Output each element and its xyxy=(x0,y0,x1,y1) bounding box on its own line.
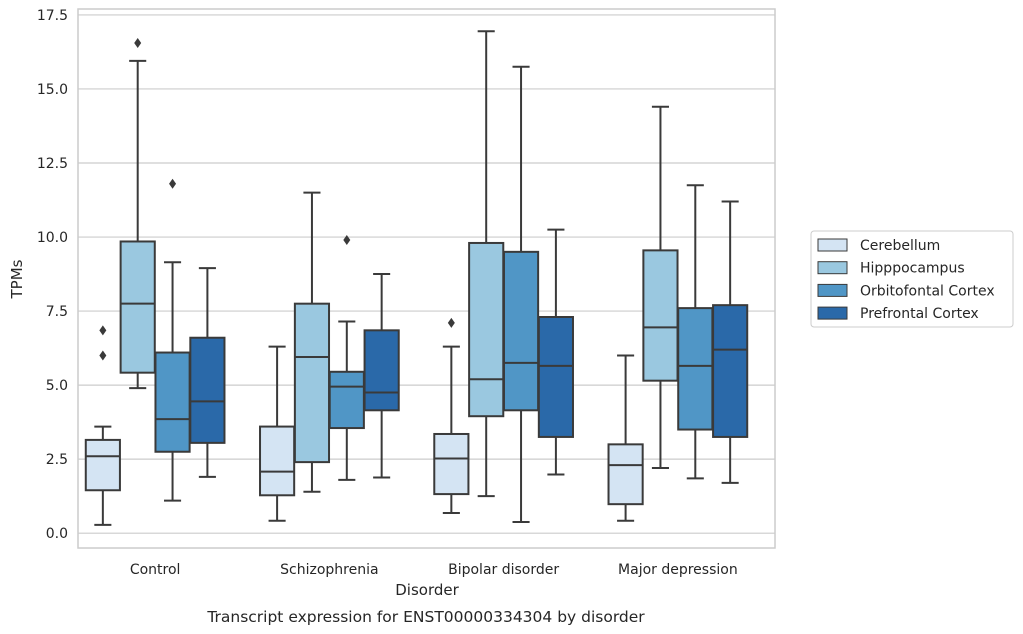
box-iqr xyxy=(84,438,121,492)
box-iqr xyxy=(537,316,574,438)
legend-swatch xyxy=(817,261,848,275)
y-tick-labels: 0.0 2.5 5.0 7.5 10.0 12.5 15.0 17.5 xyxy=(37,8,68,542)
box-iqr xyxy=(259,425,296,497)
box-iqr xyxy=(189,336,226,444)
box-1-0 xyxy=(119,38,156,390)
outlier-point xyxy=(169,178,177,189)
box-2-0 xyxy=(154,178,191,502)
box-3-0 xyxy=(189,267,226,478)
y-tick-label: 15.0 xyxy=(37,82,68,98)
outlier-point xyxy=(134,38,142,49)
box-3-2 xyxy=(537,228,574,476)
outlier-point xyxy=(343,235,351,245)
box-3-3 xyxy=(712,200,749,484)
box-0-1 xyxy=(259,345,296,522)
legend-label: Cerebellum xyxy=(860,238,940,254)
x-tick-label: Bipolar disorder xyxy=(448,562,559,578)
y-axis-label: TPMs xyxy=(8,259,26,299)
chart-caption: Transcript expression for ENST0000033430… xyxy=(206,608,645,626)
box-iqr xyxy=(154,351,191,453)
box-iqr xyxy=(502,250,540,412)
legend-label: Hipppocampus xyxy=(860,261,965,277)
box-iqr xyxy=(468,241,505,418)
box-series xyxy=(84,30,749,526)
y-tick-label: 5.0 xyxy=(46,378,68,394)
legend-frame xyxy=(810,230,1014,328)
box-iqr xyxy=(119,240,156,374)
box-iqr xyxy=(677,307,714,431)
outlier-point xyxy=(99,325,107,336)
y-tick-label: 0.0 xyxy=(46,526,68,542)
legend-swatch xyxy=(817,238,848,252)
box-iqr xyxy=(328,370,365,430)
x-tick-label: Schizophrenia xyxy=(280,562,378,578)
legend-label: Orbitofontal Cortex xyxy=(860,283,995,299)
outlier-point xyxy=(99,350,107,361)
box-0-0 xyxy=(84,325,121,526)
x-axis-label: Disorder xyxy=(395,581,459,599)
box-iqr xyxy=(642,249,679,382)
y-tick-label: 10.0 xyxy=(37,230,68,246)
x-tick-labels: Control Schizophrenia Bipolar disorder Majo… xyxy=(130,562,738,578)
box-iqr xyxy=(607,443,644,506)
outlier-point xyxy=(447,317,455,328)
box-iqr xyxy=(293,302,331,464)
y-tick-label: 12.5 xyxy=(37,156,68,172)
legend-label: Prefrontal Cortex xyxy=(860,306,979,322)
legend-swatch xyxy=(817,306,848,320)
box-iqr xyxy=(363,329,400,412)
box-0-2 xyxy=(433,317,470,515)
box-0-3 xyxy=(607,354,644,522)
box-iqr xyxy=(433,432,470,496)
y-tick-label: 2.5 xyxy=(46,452,68,468)
box-iqr xyxy=(712,304,749,438)
legend: Cerebellum Hipppocampus Orbitofontal Corte… xyxy=(810,230,1014,328)
y-tick-label: 17.5 xyxy=(37,8,68,24)
box-3-1 xyxy=(363,273,400,479)
box-1-2 xyxy=(468,30,505,498)
y-tick-label: 7.5 xyxy=(46,304,68,320)
box-1-1 xyxy=(293,191,331,493)
legend-swatch xyxy=(817,283,848,297)
x-tick-label: Control xyxy=(130,562,181,578)
gridlines xyxy=(78,14,775,534)
x-tick-label: Major depression xyxy=(618,562,738,578)
